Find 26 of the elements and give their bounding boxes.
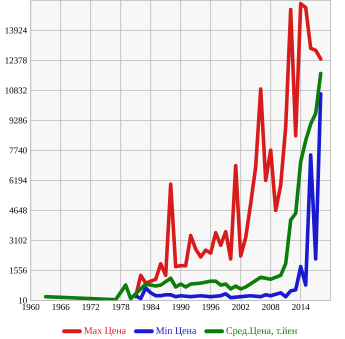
- x-tick-label: 1972: [82, 304, 100, 310]
- x-tick-label: 2008: [262, 304, 280, 310]
- legend-label: Min Цена: [156, 326, 196, 336]
- y-tick-label: 6194: [10, 177, 28, 184]
- y-tick-label: 13924: [5, 27, 28, 34]
- y-tick-label: 10832: [5, 87, 27, 94]
- y-tick-label: 3102: [10, 237, 27, 244]
- legend-label: Сред.Цена, т.йен: [226, 326, 298, 336]
- y-tick-label: 9286: [9, 117, 27, 124]
- x-tick-label: 1978: [112, 304, 130, 310]
- x-tick-label: 1996: [202, 304, 220, 310]
- line-series: [134, 2, 322, 298]
- y-tick-label: 7740: [10, 147, 27, 154]
- line-series: [44, 72, 322, 300]
- y-tick-label: 1556: [10, 267, 27, 274]
- x-tick-label: 1984: [142, 304, 160, 310]
- y-tick-label: 4648: [9, 207, 27, 214]
- x-tick-label: 1966: [52, 304, 70, 310]
- x-tick-label: 1960: [22, 304, 40, 310]
- line-series: [134, 92, 322, 300]
- y-tick-label: 10: [18, 297, 27, 304]
- x-tick-label: 2002: [232, 304, 250, 310]
- x-tick-label: 2014: [292, 304, 310, 310]
- legend-label: Max Цена: [84, 327, 126, 336]
- x-tick-label: 1990: [172, 304, 190, 310]
- y-tick-label: 12378: [5, 57, 27, 64]
